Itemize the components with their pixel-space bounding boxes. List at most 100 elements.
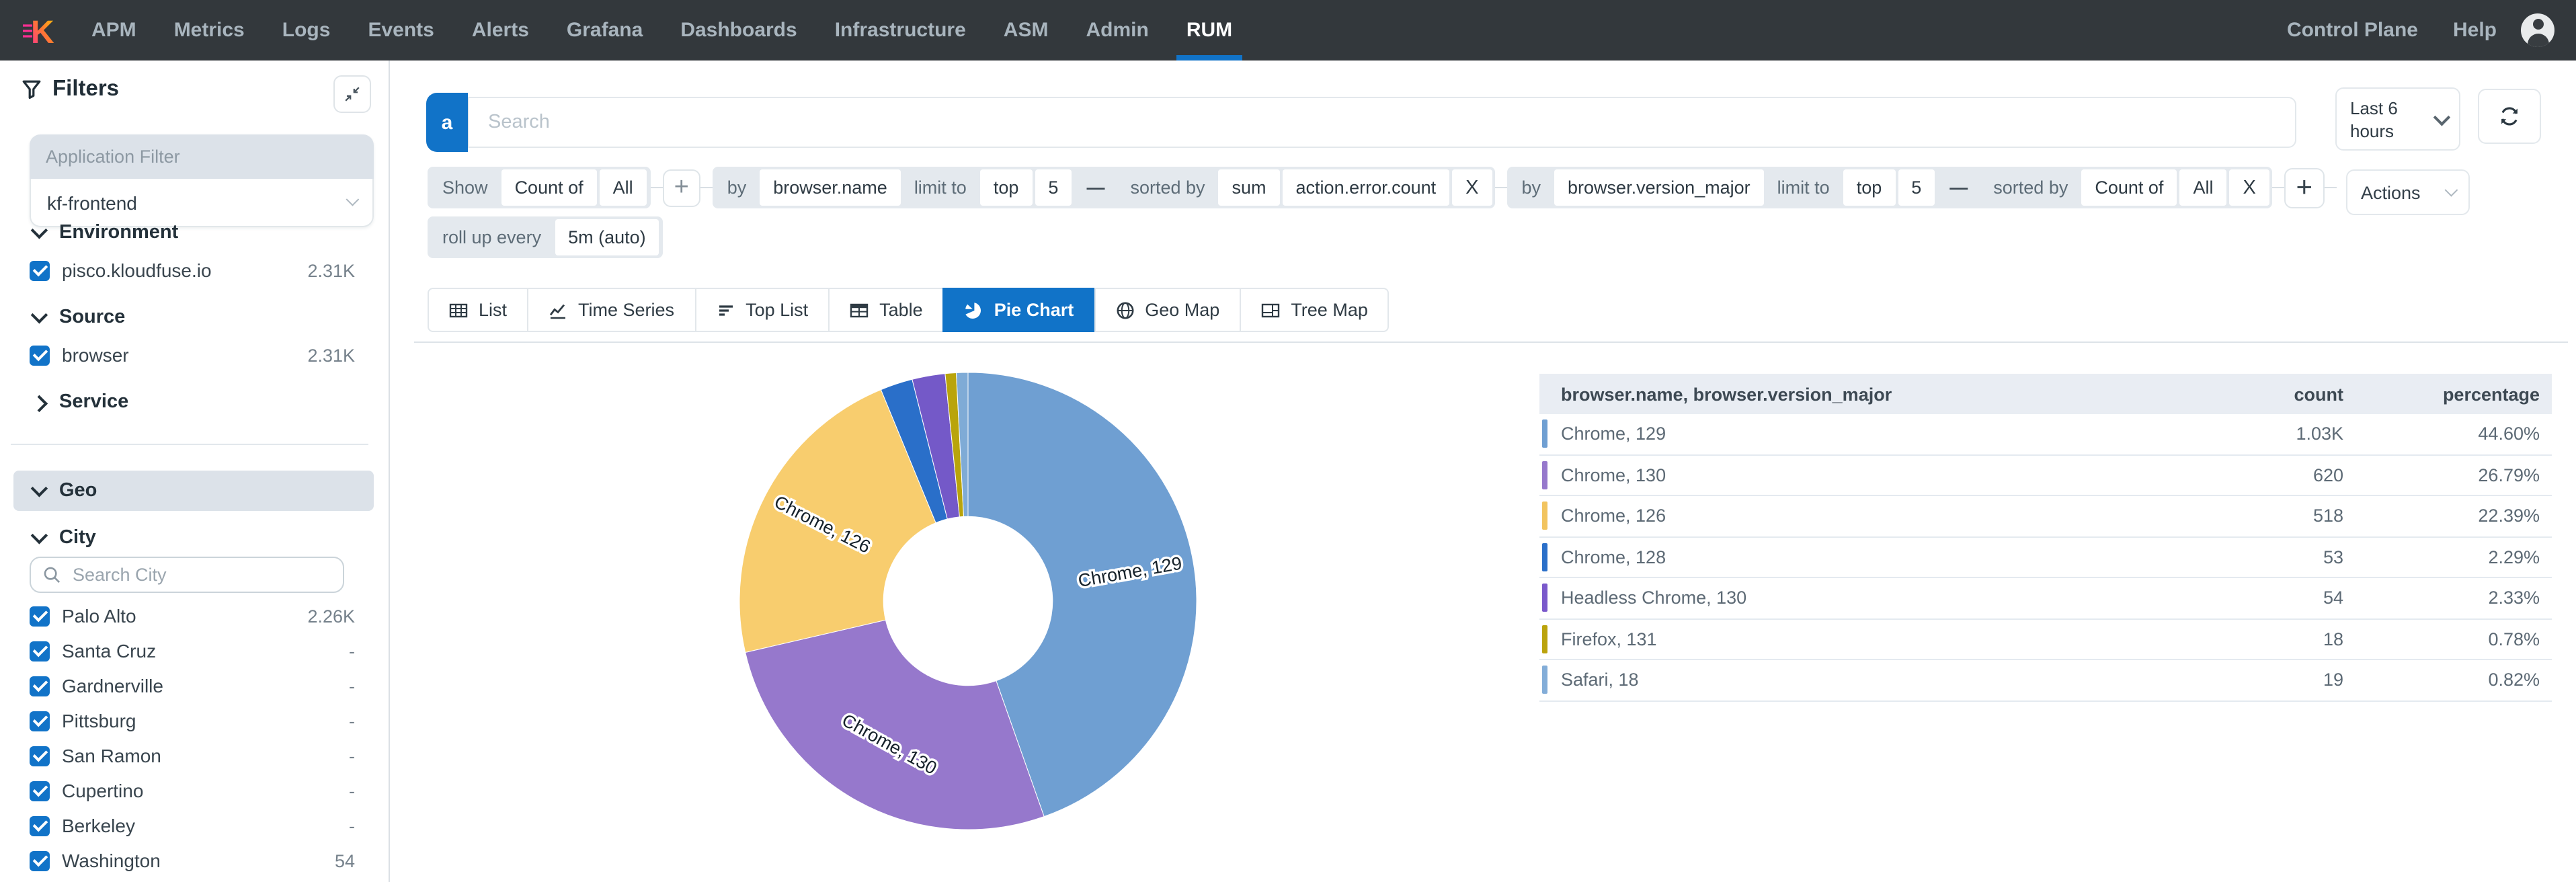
nav-item-dashboards[interactable]: Dashboards <box>680 19 797 42</box>
nav-item-admin[interactable]: Admin <box>1086 19 1149 42</box>
query-chip: sorted by <box>1130 177 1205 198</box>
pie-slice-chrome-129[interactable] <box>967 372 1197 817</box>
query-chip[interactable]: browser.version_major <box>1554 169 1764 206</box>
remove-group-icon[interactable]: X <box>1452 169 1492 206</box>
city-search-input[interactable] <box>70 563 331 586</box>
add-query-button[interactable]: + <box>662 169 700 206</box>
filter-option-label: Washington <box>62 850 161 871</box>
query-chip[interactable]: 5 <box>1898 169 1935 206</box>
checkbox-checked-icon[interactable] <box>30 780 50 801</box>
row-name: Headless Chrome, 130 <box>1561 588 1747 608</box>
pie-slice-chrome-130[interactable] <box>745 619 1045 830</box>
checkbox-checked-icon[interactable] <box>30 850 50 871</box>
filter-option-pittsburg[interactable]: Pittsburg - <box>0 703 389 738</box>
nav-item-grafana[interactable]: Grafana <box>566 19 643 42</box>
section-header-city[interactable]: City <box>0 523 389 553</box>
checkbox-checked-icon[interactable] <box>30 746 50 766</box>
query-chip[interactable]: top <box>1843 169 1896 206</box>
nav-item-metrics[interactable]: Metrics <box>173 19 245 42</box>
query-chip[interactable]: Count of <box>2081 169 2177 206</box>
nav-item-alerts[interactable]: Alerts <box>471 19 529 42</box>
filter-option-santa-cruz[interactable]: Santa Cruz - <box>0 633 389 668</box>
filter-option-count: - <box>349 641 355 661</box>
tab-pie-chart[interactable]: Pie Chart <box>942 288 1096 332</box>
table-row[interactable]: Headless Chrome, 130 54 2.33% <box>1539 578 2552 619</box>
query-chip[interactable]: browser.name <box>760 169 901 206</box>
query-chip[interactable]: action.error.count <box>1282 169 1450 206</box>
kloudfuse-logo-icon[interactable]: K <box>22 11 59 50</box>
nav-item-infrastructure[interactable]: Infrastructure <box>834 19 966 42</box>
results-table: browser.name, browser.version_major coun… <box>1539 374 2552 701</box>
tab-geo-map[interactable]: Geo Map <box>1094 288 1242 332</box>
pie-slice-safari-18[interactable] <box>955 372 969 517</box>
application-filter-select[interactable]: Application Filter kf-frontend <box>30 134 374 227</box>
nav-item-control-plane[interactable]: Control Plane <box>2286 19 2418 42</box>
table-row[interactable]: Firefox, 131 18 0.78% <box>1539 619 2552 660</box>
checkbox-checked-icon[interactable] <box>30 815 50 836</box>
filter-option-cupertino[interactable]: Cupertino - <box>0 773 389 808</box>
user-avatar-icon[interactable] <box>2521 13 2554 47</box>
tab-list[interactable]: List <box>428 288 529 332</box>
decrement-icon[interactable]: — <box>1949 177 1968 198</box>
tab-time-series[interactable]: Time Series <box>527 288 696 332</box>
row-percentage: 0.82% <box>2488 670 2540 690</box>
pie-slice-chrome-126[interactable] <box>739 389 936 653</box>
add-query-button[interactable]: + <box>2284 167 2325 208</box>
tab-tree-map[interactable]: Tree Map <box>1240 288 1390 332</box>
query-chip[interactable]: Count of <box>501 169 597 206</box>
nav-item-asm[interactable]: ASM <box>1003 19 1049 42</box>
tab-top-list[interactable]: Top List <box>694 288 830 332</box>
collapse-sidebar-button[interactable] <box>333 75 371 113</box>
section-header-environment[interactable]: Environment <box>0 218 389 247</box>
query-chip[interactable]: All <box>599 169 647 206</box>
section-header-geo[interactable]: Geo <box>13 471 374 511</box>
checkbox-checked-icon[interactable] <box>30 260 50 280</box>
section-header-source[interactable]: Source <box>0 303 389 332</box>
remove-group-icon[interactable]: X <box>2229 169 2269 206</box>
nav-item-apm[interactable]: APM <box>91 19 136 42</box>
query-letter-badge: a <box>426 93 468 152</box>
query-chip: by <box>727 177 747 198</box>
top-list-icon <box>716 300 735 319</box>
tab-label: Top List <box>746 300 809 320</box>
section-header-service[interactable]: Service <box>0 387 389 417</box>
filter-option-pisco-kloudfuse-io[interactable]: pisco.kloudfuse.io 2.31K <box>0 253 389 288</box>
filter-option-san-ramon[interactable]: San Ramon - <box>0 738 389 773</box>
query-chip[interactable]: sum <box>1218 169 1280 206</box>
nav-item-help[interactable]: Help <box>2452 19 2497 42</box>
checkbox-checked-icon[interactable] <box>30 641 50 661</box>
query-chip[interactable]: top <box>979 169 1033 206</box>
decrement-icon[interactable]: — <box>1086 177 1105 198</box>
checkbox-checked-icon[interactable] <box>30 676 50 696</box>
query-chip[interactable]: 5 <box>1035 169 1072 206</box>
nav-item-rum[interactable]: RUM <box>1176 0 1242 61</box>
actions-dropdown[interactable]: Actions <box>2346 169 2470 215</box>
table-row[interactable]: Chrome, 126 518 22.39% <box>1539 496 2552 537</box>
tab-table[interactable]: Table <box>828 288 944 332</box>
table-row[interactable]: Chrome, 128 53 2.29% <box>1539 537 2552 578</box>
checkbox-checked-icon[interactable] <box>30 345 50 365</box>
table-row[interactable]: Chrome, 130 620 26.79% <box>1539 455 2552 496</box>
table-row[interactable]: Chrome, 129 1.03K 44.60% <box>1539 414 2552 455</box>
table-row[interactable]: Safari, 18 19 0.82% <box>1539 660 2552 701</box>
pie-chart-icon <box>965 300 983 319</box>
query-chip[interactable]: All <box>2179 169 2227 206</box>
column-header-percentage[interactable]: percentage <box>2442 384 2540 404</box>
checkbox-checked-icon[interactable] <box>30 711 50 731</box>
filter-option-palo-alto[interactable]: Palo Alto 2.26K <box>0 598 389 633</box>
filter-option-gardnerville[interactable]: Gardnerville - <box>0 668 389 703</box>
time-range-select[interactable]: Last 6 hours <box>2335 87 2460 151</box>
filter-option-browser[interactable]: browser 2.31K <box>0 337 389 372</box>
column-header-count[interactable]: count <box>2294 384 2344 404</box>
rollup-value-chip[interactable]: 5m (auto) <box>555 219 659 255</box>
nav-item-events[interactable]: Events <box>368 19 434 42</box>
refresh-button[interactable] <box>2478 89 2541 144</box>
column-header-name[interactable]: browser.name, browser.version_major <box>1561 384 1892 404</box>
filter-option-berkeley[interactable]: Berkeley - <box>0 808 389 843</box>
search-input[interactable] <box>468 97 2296 148</box>
filters-title: Filters <box>52 77 120 101</box>
filter-option-washington[interactable]: Washington 54 <box>0 843 389 878</box>
nav-item-logs[interactable]: Logs <box>282 19 331 42</box>
checkbox-checked-icon[interactable] <box>30 606 50 626</box>
